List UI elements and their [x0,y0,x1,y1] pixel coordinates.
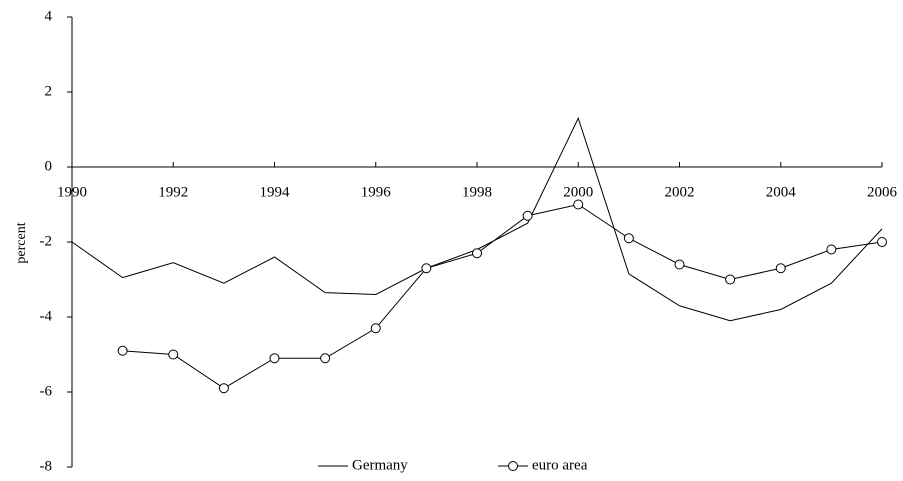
marker [370,323,381,334]
y-tick-label: -4 [40,308,53,324]
x-tick-label: 1996 [361,184,392,200]
marker [826,244,837,255]
legend-label: euro area [532,457,588,473]
marker [117,345,128,356]
marker [269,353,280,364]
x-tick-label: 2004 [766,184,797,200]
marker [623,233,634,244]
series-line [122,203,883,389]
x-tick-label: 2000 [563,184,593,200]
x-tick-label: 1994 [260,184,291,200]
y-axis-label: percent [14,222,29,263]
x-tick-label: 1992 [158,184,188,200]
legend-marker [508,461,518,471]
x-tick-label: 2006 [867,184,898,200]
x-tick-label: 2002 [665,184,695,200]
marker [421,263,432,274]
marker [472,248,482,259]
y-tick-label: -6 [40,383,53,399]
marker [775,263,786,274]
marker [573,199,584,210]
marker [725,274,736,285]
marker [218,383,229,394]
x-tick-label: 1998 [462,184,492,200]
marker [674,259,685,270]
y-tick-label: 2 [45,83,53,99]
y-tick-label: 0 [45,158,53,174]
marker [320,353,331,364]
marker [877,237,887,247]
marker [522,210,533,221]
x-tick-label: 1990 [57,184,87,200]
y-tick-label: -8 [40,458,53,474]
marker [168,349,179,360]
series-line [71,116,883,322]
y-tick-label: -2 [40,233,53,249]
y-tick-label: 4 [45,8,53,24]
legend-label: Germany [352,457,408,473]
